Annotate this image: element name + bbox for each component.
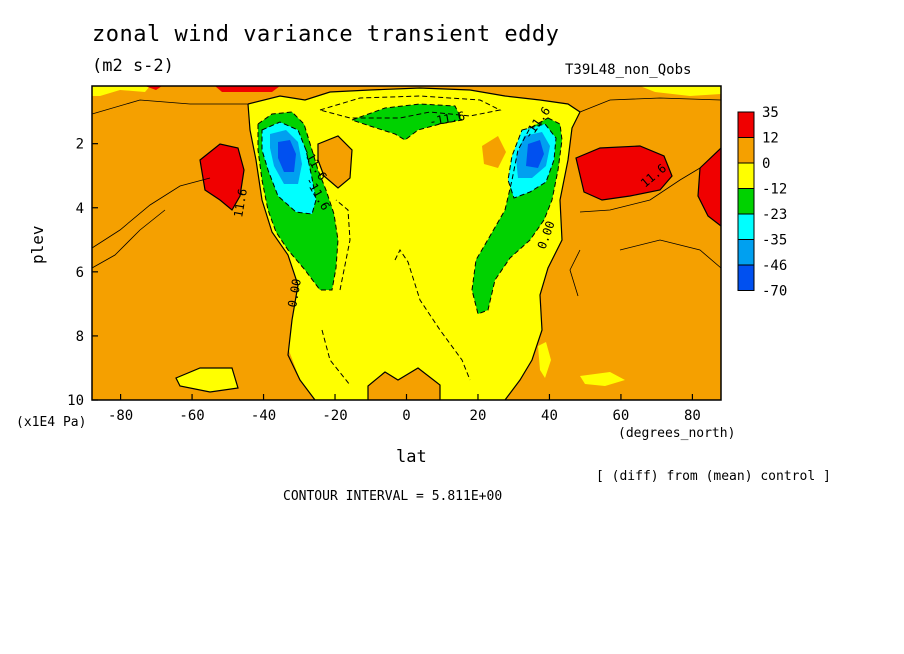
orange-island-right	[482, 136, 506, 168]
colorbar-swatch	[737, 264, 755, 291]
colorbar-label: -12	[762, 182, 787, 198]
x-units-note: (degrees_north)	[618, 426, 736, 441]
x-tick-label: -60	[179, 408, 204, 424]
colorbar: 35 12 0 -12 -23 -35 -46 -70	[737, 105, 787, 300]
colorbar-label: -23	[762, 207, 787, 223]
y-tick-label: 8	[76, 329, 84, 345]
contour-label: -11.6	[428, 109, 466, 129]
red-nh	[576, 146, 672, 200]
colorbar-swatch	[737, 213, 755, 240]
contour-label: 11.6	[231, 188, 250, 219]
x-tick-label: 60	[613, 408, 630, 424]
orange-island-center	[368, 368, 440, 400]
red-top-small	[145, 86, 162, 90]
yellow-top-right	[640, 86, 721, 96]
yellow-bottom-right	[580, 372, 625, 386]
y-tick-label: 2	[76, 137, 84, 153]
x-tick-label: -20	[322, 408, 347, 424]
yellow-top-left	[92, 86, 150, 96]
x-tick-label: -40	[251, 408, 276, 424]
colorbar-label: 12	[762, 131, 779, 147]
x-axis-label: lat	[396, 447, 427, 467]
x-tick-label: 20	[470, 408, 487, 424]
orange-island-bottom-left	[255, 328, 315, 400]
yellow-small-right	[538, 342, 551, 378]
blue-sh	[278, 140, 296, 172]
red-top	[215, 86, 280, 92]
contour-interval-note: CONTOUR INTERVAL = 5.811E+00	[283, 489, 503, 504]
colorbar-label: 0	[762, 156, 770, 172]
axes: -80 -60 -40 -20 0 20 40 60 80 2 4 6 8 10	[67, 137, 701, 424]
colorbar-swatch	[737, 239, 755, 266]
yellow-bottom-left	[176, 368, 238, 392]
dashed-contours	[257, 95, 563, 386]
y-tick-label: 4	[76, 201, 84, 217]
run-name: T39L48_non_Qobs	[565, 62, 692, 78]
colorbar-swatch	[737, 162, 755, 189]
y-units-note: (x1E4 Pa)	[16, 415, 87, 430]
contour-label: 0.00	[285, 278, 304, 309]
orange-island-left	[318, 136, 352, 188]
colorbar-label: 35	[762, 105, 779, 121]
chart-units: (m2 s-2)	[92, 56, 174, 76]
x-tick-label: 40	[541, 408, 558, 424]
orange-island-bottom-right	[505, 362, 540, 400]
colorbar-swatch	[737, 188, 755, 215]
colorbar-label: -70	[762, 284, 787, 300]
y-tick-label: 10	[67, 393, 84, 409]
x-tick-label: 80	[684, 408, 701, 424]
colorbar-swatch	[737, 137, 755, 164]
x-tick-label: 0	[402, 408, 410, 424]
x-tick-label: -80	[108, 408, 133, 424]
diff-note: [ (diff) from (mean) control ]	[596, 469, 831, 484]
green-tropical-upper	[352, 104, 462, 140]
blue-nh	[526, 140, 544, 168]
y-tick-label: 6	[76, 265, 84, 281]
colorbar-label: -46	[762, 258, 787, 274]
y-axis-label: plev	[28, 225, 47, 264]
filled-contours	[92, 86, 721, 400]
colorbar-label: -35	[762, 233, 787, 249]
chart-title: zonal wind variance transient eddy	[92, 22, 560, 47]
colorbar-swatch	[737, 111, 755, 138]
thin-contours	[92, 97, 721, 297]
